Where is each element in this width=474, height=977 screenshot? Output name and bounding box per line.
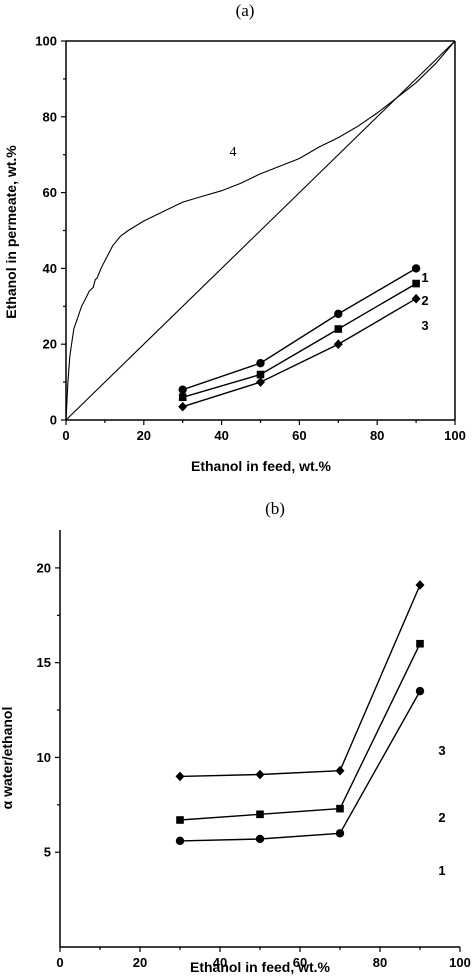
series-4-label: 4	[230, 145, 237, 160]
panel-b-y-axis-label: α water/ethanol	[0, 707, 15, 810]
x-tick-label: 40	[214, 428, 228, 443]
series-3-label: 3	[438, 743, 445, 758]
panel-b-plot-area: 1 2 3	[175, 580, 446, 878]
series-2-point	[334, 325, 343, 333]
series-2-point	[416, 639, 424, 648]
series-2-point	[412, 279, 420, 288]
y-tick-label: 10	[37, 750, 51, 765]
panel-a-plot-area: 1 2 3 4	[65, 40, 456, 421]
series-1-line	[179, 690, 421, 842]
series-1-label: 1	[421, 270, 428, 285]
y-tick-label: 5	[44, 845, 51, 860]
x-tick-label: 100	[444, 428, 466, 443]
x-tick-label: 60	[293, 955, 307, 970]
series-1-point	[256, 358, 265, 368]
series-3-point	[178, 401, 188, 412]
panel-a-x-axis-label: Ethanol in feed, wt.%	[191, 458, 332, 474]
y-tick-label: 20	[37, 560, 51, 575]
x-tick-label: 100	[449, 955, 471, 970]
y-tick-label: 20	[43, 337, 57, 352]
panel-a-axes: 0 20 40 60 80 100 0 20 40 60 80 100	[35, 34, 466, 444]
x-tick-label: 20	[137, 428, 151, 443]
y-tick-label: 80	[43, 109, 57, 124]
y-tick-label: 60	[43, 185, 57, 200]
series-1-point	[415, 686, 425, 696]
series-1-point	[175, 836, 185, 846]
series-4-line	[65, 40, 456, 421]
series-2-label: 2	[438, 810, 445, 825]
y-tick-label: 40	[43, 261, 57, 276]
y-tick-label: 100	[35, 34, 57, 49]
series-3-point	[255, 769, 265, 780]
series-1-label: 1	[438, 863, 445, 878]
series-2-point	[256, 810, 264, 819]
panel-b-label: (b)	[265, 499, 285, 518]
diagonal-reference-line	[65, 40, 456, 421]
x-tick-label: 20	[133, 955, 147, 970]
x-tick-label: 80	[370, 428, 384, 443]
series-3-point	[175, 771, 185, 782]
series-3-point	[411, 293, 421, 304]
series-2-line	[182, 282, 417, 398]
series-3-point	[333, 339, 343, 349]
series-1-line	[182, 267, 417, 391]
series-1-point	[335, 829, 345, 838]
x-tick-label: 0	[62, 428, 69, 443]
series-1-point	[411, 264, 421, 273]
series-1-point	[178, 385, 187, 394]
series-1-point	[334, 309, 343, 319]
panel-b-x-axis-label: Ethanol in feed, wt.%	[190, 959, 331, 975]
y-tick-label: 0	[50, 413, 57, 428]
series-2-point	[336, 804, 344, 813]
x-tick-label: 60	[292, 428, 306, 443]
chart-panel-a: (a) 0 20 40 60 80 100 0 20 40 60 80 100 1 2 3 4 Ethano…	[3, 1, 466, 474]
series-1-point	[255, 834, 265, 844]
series-2-point	[176, 816, 184, 824]
series-3-line	[179, 584, 421, 778]
panel-a-label: (a)	[236, 1, 255, 20]
series-2-point	[256, 370, 265, 379]
y-tick-label: 15	[37, 655, 51, 670]
chart-panel-b: (b) 0 20 40 60 80 100 5 10 15 20 1 2 3 Ethanol in f…	[0, 499, 471, 975]
series-2-point	[178, 393, 187, 402]
series-3-point	[335, 765, 345, 776]
x-tick-label: 0	[56, 955, 63, 970]
series-2-line	[179, 643, 421, 821]
series-2-label: 2	[421, 293, 428, 308]
series-3-point	[415, 580, 425, 590]
x-tick-label: 80	[373, 955, 387, 970]
series-3-label: 3	[421, 318, 428, 333]
series-3-point	[256, 377, 265, 387]
series-3-line	[182, 298, 417, 408]
panel-b-axes: 0 20 40 60 80 100 5 10 15 20	[37, 530, 471, 970]
panel-a-y-axis-label: Ethanol in permeate, wt.%	[3, 145, 19, 319]
x-tick-label: 40	[213, 955, 227, 970]
